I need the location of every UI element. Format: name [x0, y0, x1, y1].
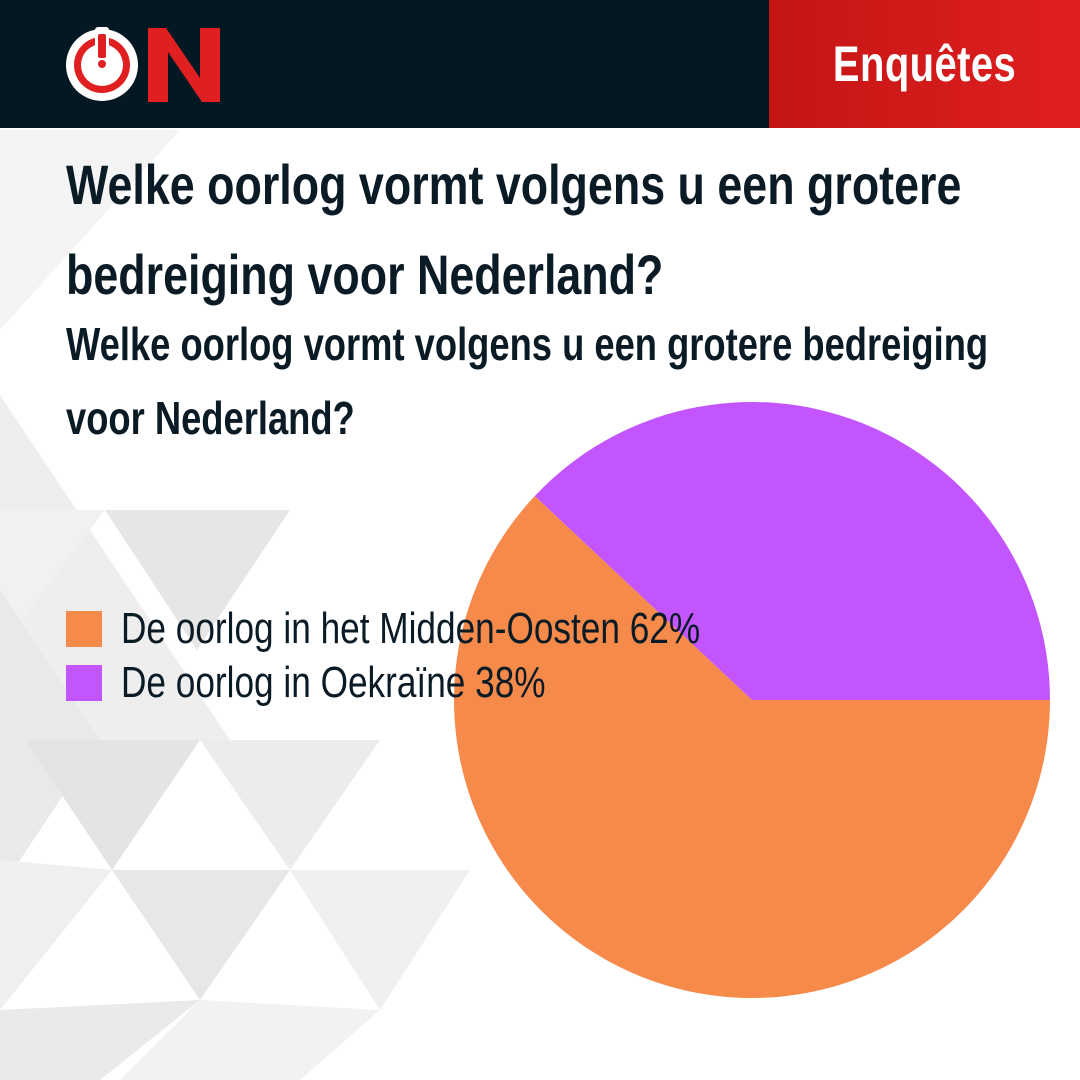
pie-slice-2: [534, 401, 1050, 700]
on-logo[interactable]: ON: [62, 22, 226, 108]
legend-label: De oorlog in Oekraïne 38%: [121, 658, 546, 707]
legend-label: De oorlog in het Midden-Oosten 62%: [121, 604, 701, 653]
headline-line-1: Welke oorlog vormt volgens u een grotere: [66, 153, 962, 216]
chart-legend: De oorlog in het Midden-Oosten 62% De oor…: [66, 602, 845, 710]
pie-slice-1: [454, 496, 1050, 998]
chart-title: Welke oorlog vormt volgens u een grotere…: [66, 318, 989, 444]
page-headline: Welke oorlog vormt volgens u een grotere…: [66, 140, 961, 320]
legend-swatch: [66, 611, 102, 647]
section-tab-enquetes[interactable]: Enquêtes: [769, 0, 1080, 128]
headline-line-2: bedreiging voor Nederland?: [66, 243, 664, 306]
pie-chart: [454, 401, 1050, 998]
legend-item-2: De oorlog in Oekraïne 38%: [66, 656, 845, 710]
legend-swatch: [66, 665, 102, 701]
section-tab-label: Enquêtes: [832, 36, 1017, 92]
header-bar: ON Enquêtes: [0, 0, 1080, 128]
legend-item-1: De oorlog in het Midden-Oosten 62%: [66, 602, 845, 656]
